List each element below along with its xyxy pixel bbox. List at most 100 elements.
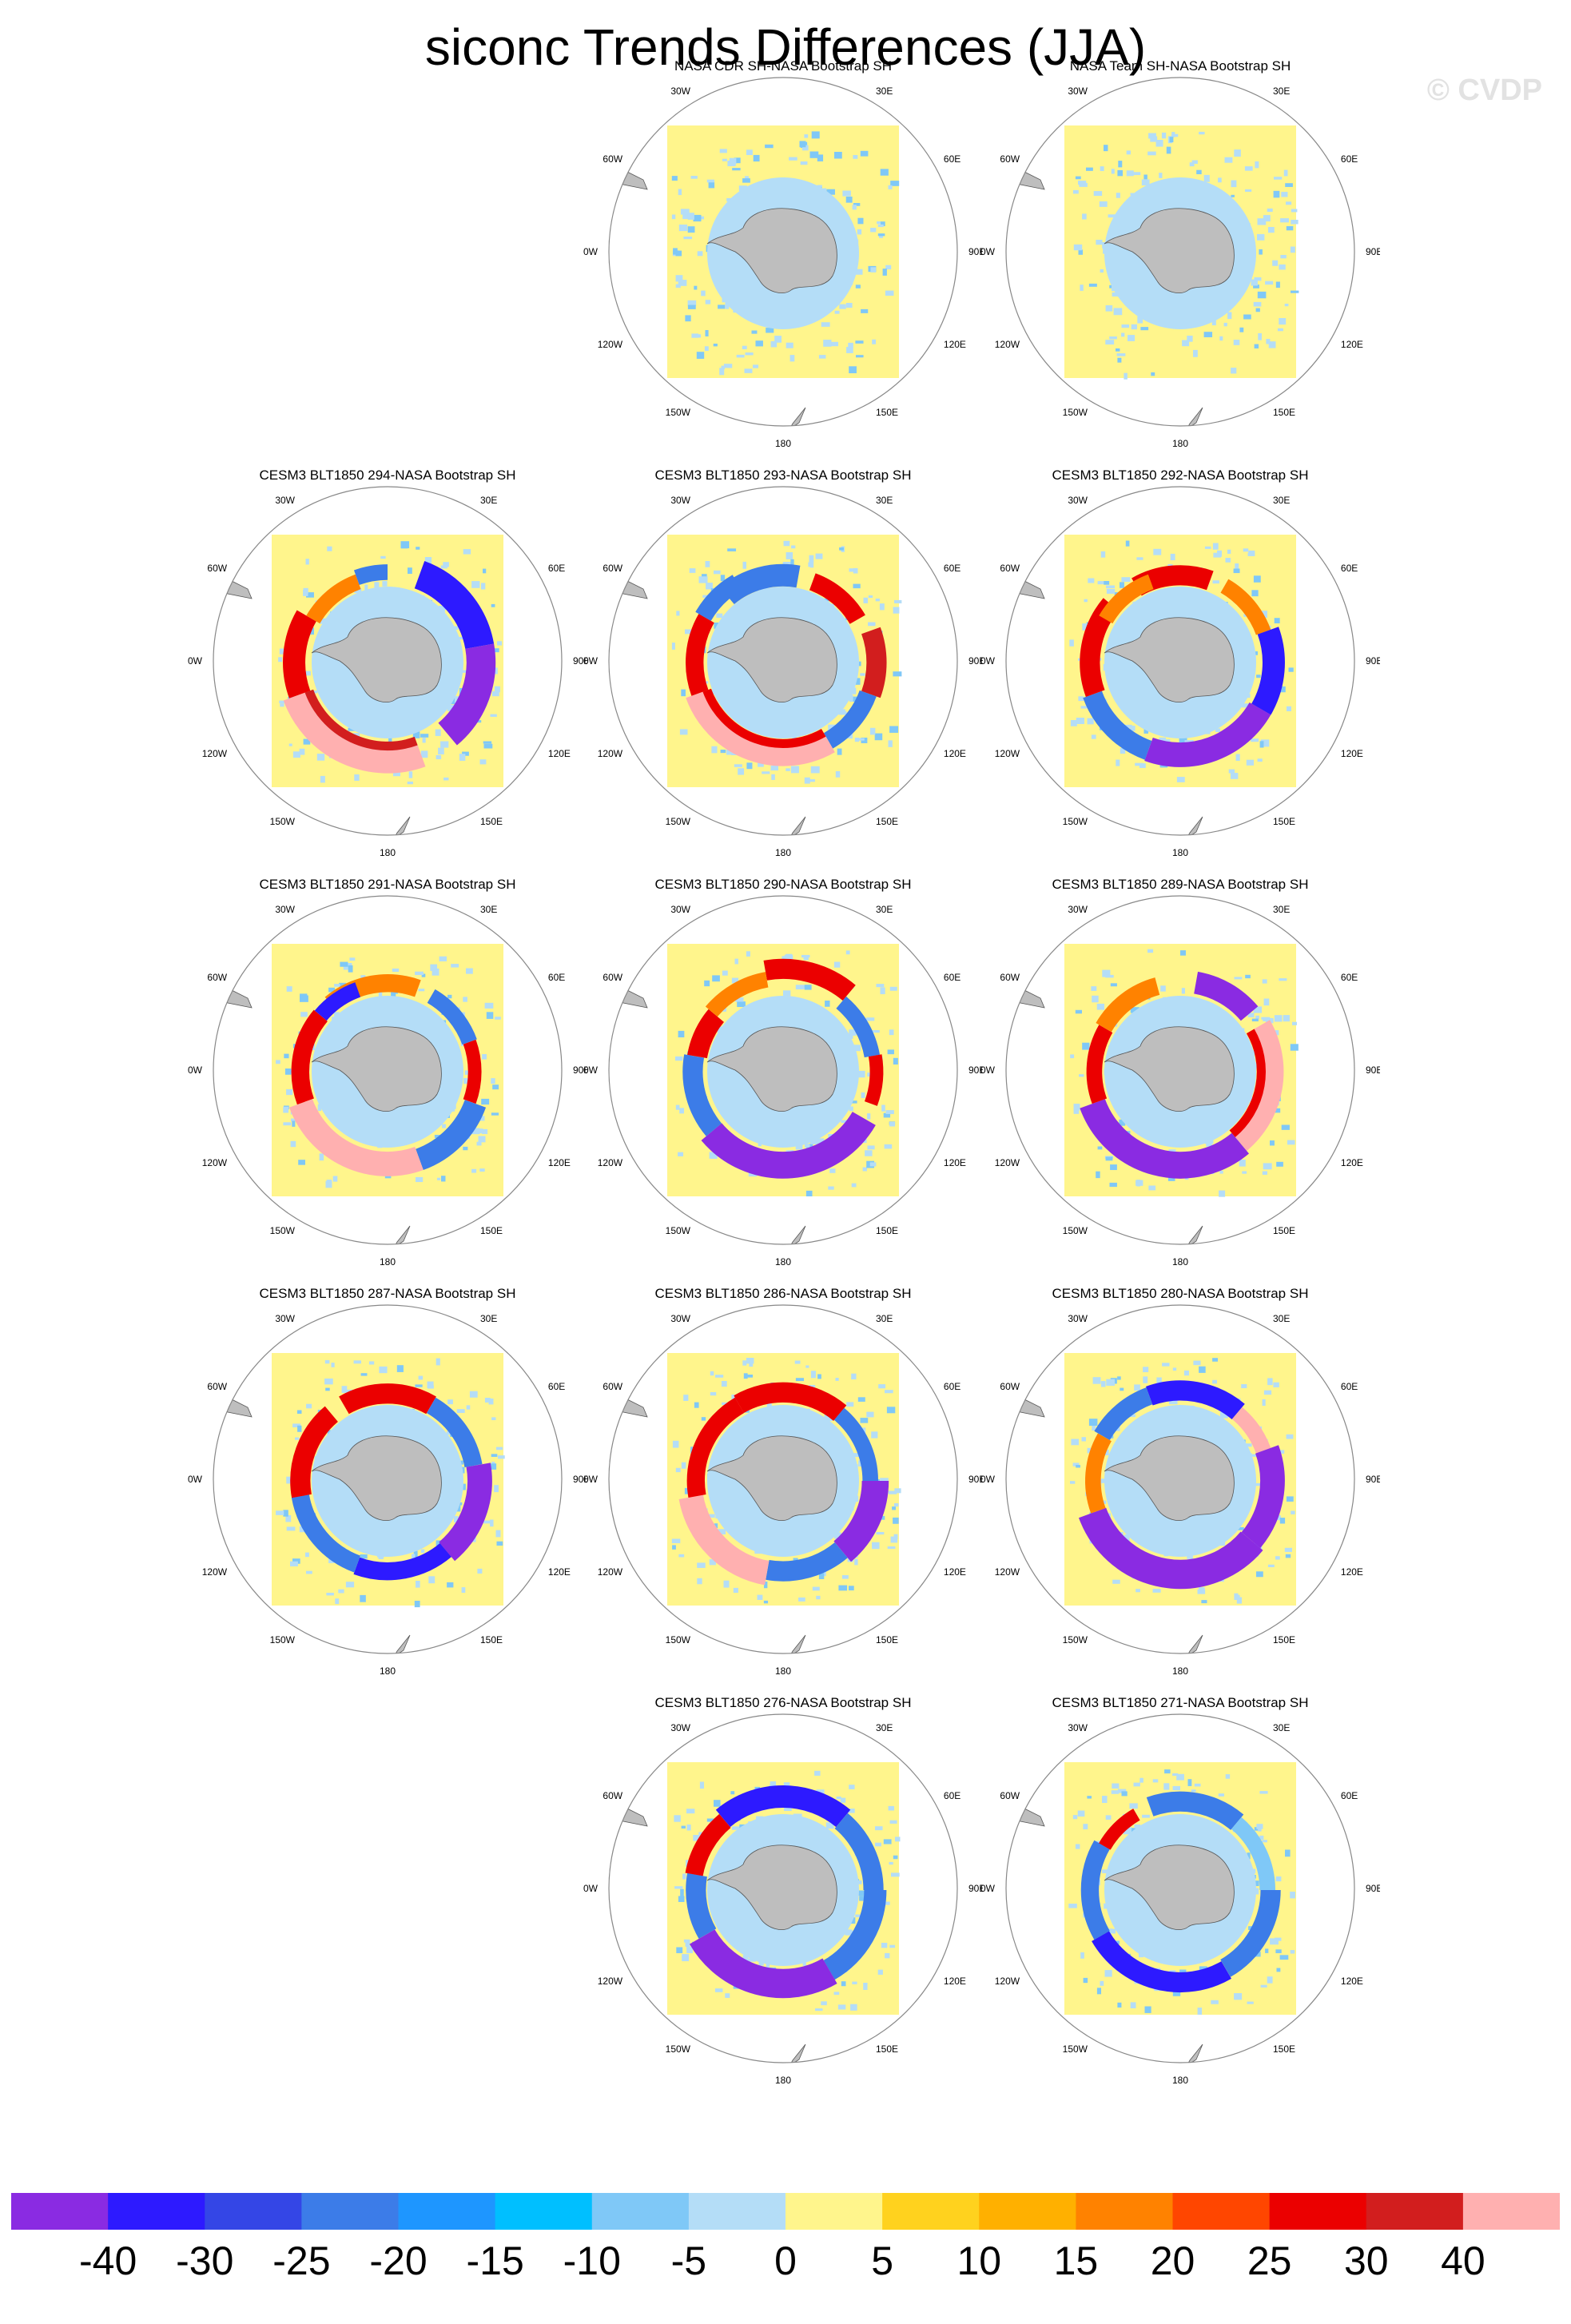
speckle — [1140, 327, 1149, 331]
speckle — [490, 1519, 494, 1527]
speckle — [1234, 977, 1243, 980]
speckle — [1262, 1840, 1267, 1843]
speckle — [348, 965, 353, 973]
speckle — [887, 1546, 896, 1550]
speckle — [462, 751, 469, 756]
lon-label: 60W — [207, 563, 227, 574]
speckle — [682, 1873, 686, 1880]
speckle — [436, 754, 442, 760]
speckle — [306, 592, 314, 598]
speckle — [690, 176, 698, 179]
speckle — [836, 1797, 841, 1800]
speckle — [805, 1365, 809, 1368]
speckle — [1279, 686, 1286, 693]
polar-map: 030E60E90E120E150E180150W120W90W60W30W — [583, 1713, 983, 2086]
speckle — [809, 561, 814, 568]
lon-label: 90E — [573, 655, 587, 667]
colorbar-swatch — [301, 2193, 400, 2230]
speckle — [1276, 1161, 1283, 1167]
new-zealand-landmass — [1186, 1225, 1203, 1244]
speckle — [675, 1056, 683, 1061]
speckle — [303, 587, 308, 594]
lon-label: 30W — [670, 86, 690, 97]
speckle — [1286, 1434, 1294, 1439]
speckle — [888, 740, 893, 747]
panel-title: CESM3 BLT1850 286-NASA Bootstrap SH — [654, 1286, 912, 1301]
speckle — [722, 1402, 729, 1405]
speckle — [430, 964, 438, 971]
anomaly-band — [685, 1813, 731, 1876]
lon-label: 150W — [1063, 1634, 1088, 1646]
anomaly-band — [1086, 1025, 1113, 1104]
map-panel: NASA Team SH-NASA Bootstrap SH030E60E90E… — [980, 58, 1380, 476]
speckle — [439, 956, 447, 961]
speckle — [680, 1888, 684, 1896]
speckle — [1290, 246, 1295, 253]
polar-map: 030E60E90E120E150E180150W120W90W60W30W — [188, 1304, 587, 1677]
map-boundary — [608, 77, 958, 427]
speckle — [784, 954, 793, 961]
speckle — [870, 267, 877, 273]
speckle — [1104, 145, 1108, 152]
speckle — [1078, 249, 1084, 255]
speckle — [1260, 1984, 1267, 1988]
speckle — [833, 1992, 840, 1996]
speckle — [876, 1532, 885, 1535]
speckle — [1251, 279, 1258, 286]
anomaly-band — [686, 1397, 745, 1498]
speckle — [345, 1582, 355, 1588]
speckle — [316, 754, 325, 761]
south-america-landmass — [609, 163, 648, 190]
new-zealand-landmass — [789, 1225, 806, 1244]
speckle — [1270, 1140, 1275, 1146]
speckle — [893, 607, 900, 614]
speckle — [300, 993, 308, 999]
speckle — [1274, 618, 1280, 624]
speckle — [805, 1190, 813, 1196]
speckle — [1172, 1988, 1181, 1996]
speckle — [817, 185, 822, 188]
speckle — [438, 747, 444, 755]
speckle — [1130, 1007, 1139, 1013]
lon-label: 30W — [670, 904, 690, 915]
speckle — [855, 340, 864, 344]
speckle — [364, 584, 368, 592]
speckle — [675, 250, 682, 257]
speckle — [1262, 1171, 1267, 1175]
speckle — [1212, 543, 1219, 550]
speckle — [439, 606, 448, 610]
lon-label: 180 — [380, 1256, 396, 1267]
speckle — [1213, 552, 1221, 558]
lon-label: 120E — [548, 1566, 571, 1578]
speckle — [828, 1186, 834, 1190]
speckle — [749, 1359, 754, 1367]
speckle — [675, 275, 683, 282]
lon-label: 150E — [1273, 1634, 1295, 1646]
lon-label: 90E — [1366, 1883, 1380, 1894]
speckle — [790, 766, 799, 774]
speckle — [841, 1120, 849, 1124]
speckle — [306, 1570, 312, 1574]
speckle — [729, 157, 737, 165]
speckle — [1227, 549, 1231, 554]
speckle — [1148, 133, 1156, 139]
lon-label: 30W — [670, 1722, 690, 1733]
speckle — [1088, 1419, 1098, 1427]
speckle — [1161, 132, 1167, 139]
speckle — [799, 141, 806, 148]
anomaly-band — [834, 1813, 884, 1891]
anomaly-band — [353, 1542, 451, 1581]
speckle — [718, 1529, 726, 1534]
colorbar-swatch — [979, 2193, 1076, 2230]
speckle — [1194, 1783, 1201, 1787]
speckle — [809, 1385, 816, 1388]
lon-label: 180 — [380, 1665, 396, 1677]
speckle — [723, 364, 733, 368]
speckle — [1112, 1783, 1120, 1789]
speckle — [674, 1886, 683, 1889]
speckle — [884, 1144, 893, 1149]
speckle — [860, 1418, 869, 1423]
speckle — [1287, 1140, 1295, 1145]
speckle — [432, 968, 439, 976]
speckle — [456, 1409, 465, 1414]
